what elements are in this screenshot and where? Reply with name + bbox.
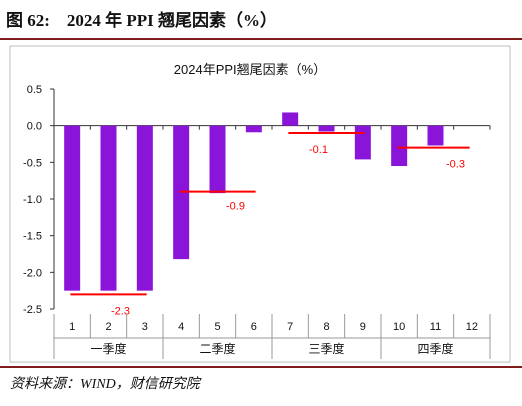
bar-month-5	[209, 125, 226, 194]
y-tick-label: -2.5	[23, 304, 42, 316]
quarter-average-label-4: -0.3	[446, 159, 465, 171]
x-tick-label: 12	[466, 321, 478, 333]
x-tick-label: 3	[142, 321, 148, 333]
bar-month-10	[391, 125, 408, 166]
chart-frame	[9, 45, 511, 363]
y-tick-label: -2.0	[23, 267, 42, 279]
y-tick-label: 0.5	[27, 84, 42, 96]
bar-chart: 2024年PPI翘尾因素（%） 0.5 0.0 -0.5 -1.0 -1.5 -2.0 -2…	[9, 45, 511, 363]
x-tick-label: 10	[393, 321, 405, 333]
quarter-average-label-1: -2.3	[111, 305, 130, 317]
y-tick-label: -1.5	[23, 231, 42, 243]
bar-month-7	[282, 112, 299, 126]
x-tick-label: 5	[214, 321, 220, 333]
x-tick-label: 11	[430, 321, 441, 333]
x-tick-label: 1	[69, 321, 75, 333]
x-tick-label: 6	[251, 321, 257, 333]
x-tick-label: 9	[360, 321, 366, 333]
y-tick-label: 0.0	[27, 121, 42, 133]
quarter-average-label-2: -0.9	[226, 201, 245, 213]
bars	[64, 112, 444, 291]
y-tick-label: -1.0	[23, 194, 42, 206]
bar-month-2	[100, 125, 117, 291]
y-axis: 0.5 0.0 -0.5 -1.0 -1.5 -2.0 -2.5	[23, 84, 491, 316]
x-group-label: 三季度	[308, 341, 344, 356]
source-note: 资料来源：WIND，财信研究院	[10, 377, 200, 392]
bar-month-11	[427, 125, 444, 146]
quarter-average-label-3: -0.1	[309, 144, 328, 156]
bar-month-9	[354, 125, 371, 160]
bar-month-6	[245, 125, 262, 133]
chart-title: 2024年PPI翘尾因素（%）	[174, 62, 326, 77]
x-group-label: 四季度	[417, 341, 453, 356]
x-tick-label: 7	[287, 321, 293, 333]
x-group-label: 一季度	[90, 341, 126, 356]
x-tick-label: 8	[323, 321, 329, 333]
x-tick-label: 2	[105, 321, 111, 333]
figure-title: 图 62: 2024 年 PPI 翘尾因素（%）	[6, 11, 278, 30]
source-rule	[0, 366, 522, 368]
bar-month-1	[64, 125, 81, 291]
y-tick-label: -0.5	[23, 157, 42, 169]
x-tick-label: 4	[178, 321, 184, 333]
title-rule	[0, 38, 522, 40]
bar-month-8	[318, 125, 335, 132]
quarter-average-lines: -2.3 -0.9 -0.1 -0.3	[70, 132, 470, 317]
x-group-label: 二季度	[199, 341, 235, 356]
bar-month-3	[136, 125, 153, 291]
